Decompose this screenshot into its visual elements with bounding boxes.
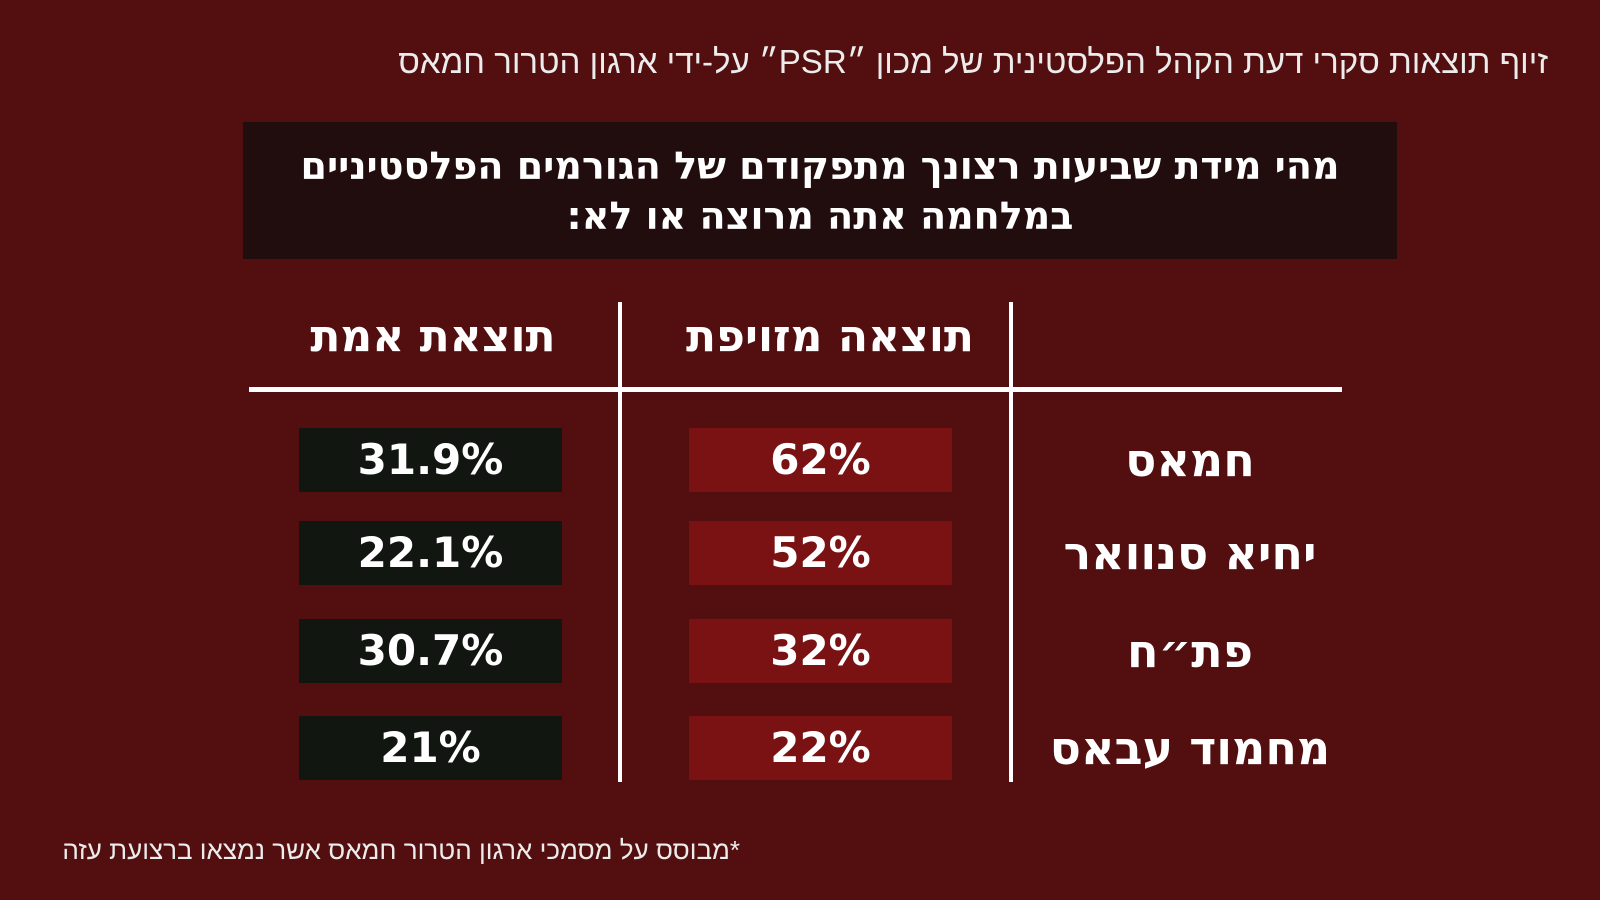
real-value-sinwar: 22.1%: [299, 521, 562, 585]
question-line-2: במלחמה אתה מרוצה או לא:: [566, 193, 1074, 238]
column-header-real: תוצאת אמת: [310, 311, 556, 362]
question-line-1: מהי מידת שביעות רצונך מתפקודם של הגורמים…: [300, 143, 1340, 188]
row-label-fatah: פת״ח: [1127, 624, 1253, 678]
row-label-hamas: חמאס: [1125, 433, 1255, 487]
fake-value-hamas: 62%: [689, 428, 952, 492]
question-box: מהי מידת שביעות רצונך מתפקודם של הגורמים…: [243, 122, 1397, 259]
column-divider-right: [1009, 302, 1013, 782]
question-text: מהי מידת שביעות רצונך מתפקודם של הגורמים…: [301, 141, 1340, 241]
column-divider-left: [618, 302, 622, 782]
row-label-sinwar: יחיא סנוואר: [1063, 526, 1317, 580]
fake-value-sinwar: 52%: [689, 521, 952, 585]
fake-value-abbas: 22%: [689, 716, 952, 780]
page-title: זיוף תוצאות סקרי דעת הקהל הפלסטינית של מ…: [398, 43, 1548, 80]
real-value-abbas: 21%: [299, 716, 562, 780]
footnote: *מבוסס על מסמכי ארגון הטרור חמאס אשר נמצ…: [62, 835, 740, 865]
row-label-abbas: מחמוד עבאס: [1049, 721, 1331, 775]
header-divider: [249, 387, 1342, 392]
fake-value-fatah: 32%: [689, 619, 952, 683]
real-value-hamas: 31.9%: [299, 428, 562, 492]
column-header-fake: תוצאה מזויפת: [686, 311, 974, 362]
real-value-fatah: 30.7%: [299, 619, 562, 683]
